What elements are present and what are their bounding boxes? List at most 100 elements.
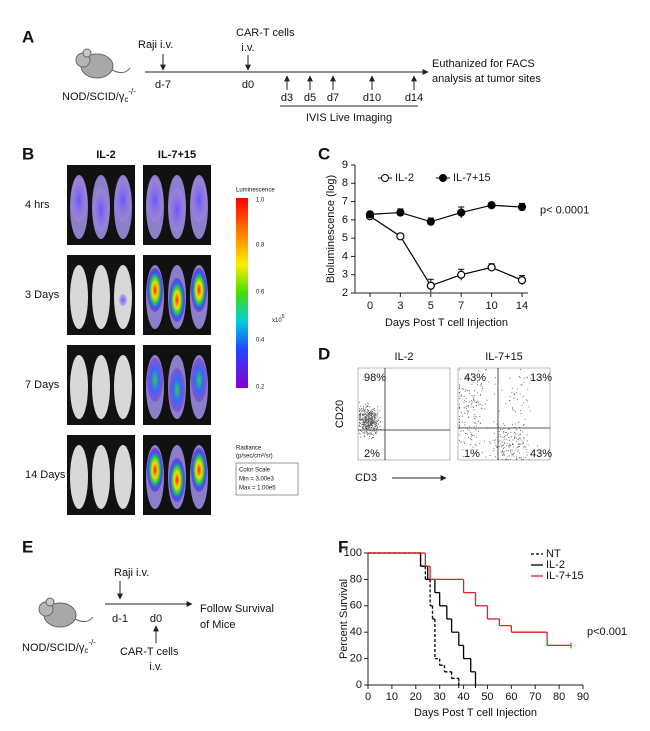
event-dot [376,423,378,425]
event-dot [459,378,461,380]
event-dot [371,421,373,423]
quadrant-label: 43% [464,372,486,384]
event-dot [373,414,375,416]
event-dot [362,427,364,429]
quadrant-label: 98% [364,372,386,384]
event-dot [359,424,361,426]
event-dot [367,415,369,417]
event-dot [503,453,505,454]
event-dot [503,444,505,446]
event-dot [506,456,508,458]
event-dot [372,420,374,422]
event-dot [462,449,464,451]
event-dot [368,425,370,427]
event-dot [366,413,367,415]
event-dot [363,407,365,409]
event-dot [372,408,374,410]
event-dot [366,422,368,424]
event-dot [472,396,474,398]
event-dot [373,427,374,429]
event-dot [367,411,369,413]
event-dot [371,419,373,421]
event-dot [484,440,485,442]
event-dot [367,425,369,427]
event-dot [367,415,369,417]
colorbar-tick: 0.8 [256,243,265,249]
event-dot [486,399,488,401]
event-dot [473,399,475,401]
event-dot [517,438,519,440]
event-dot [523,381,525,383]
event-dot [493,421,495,422]
event-dot [501,451,503,452]
event-dot [464,424,466,426]
x-tick-label: 90 [577,691,589,703]
colorbar-tick: 0.4 [256,338,265,344]
event-dot [509,458,511,460]
event-dot [522,442,524,444]
series-line [369,215,523,287]
event-dot [374,421,376,423]
ivis-image [143,165,211,245]
mouse-icon [38,597,94,628]
event-dot [508,428,510,430]
event-dot [499,436,501,437]
x-tick-label: 20 [410,691,422,703]
event-dot [369,432,371,434]
event-dot [476,405,477,407]
event-dot [526,451,528,453]
event-dot [507,450,509,452]
event-dot [503,447,505,448]
y-tick-label: 4 [342,250,348,262]
event-dot [361,410,363,412]
event-dot [468,436,469,438]
event-dot [360,433,362,435]
event-dot [365,427,367,429]
event-dot [509,443,511,445]
event-dot [367,409,368,410]
event-dot [363,424,365,426]
event-dot [363,412,365,414]
event-dot [479,416,481,418]
event-dot [510,432,512,434]
quadrant-label: 2% [364,448,380,460]
event-dot [501,459,503,460]
event-dot [364,431,366,433]
row-label: 7 Days [25,379,60,391]
event-dot [374,419,376,421]
event-dot [516,437,518,439]
event-dot [373,422,375,424]
event-dot [500,451,502,453]
event-dot [366,426,368,428]
event-dot [505,435,507,437]
event-dot [377,419,379,421]
event-dot [467,416,469,418]
event-dot [366,428,368,430]
x-tick-label: 30 [434,691,446,703]
event-dot [365,426,367,428]
x-axis-label: Days Post T cell Injection [414,707,537,719]
event-dot [363,420,365,422]
event-dot [369,436,371,437]
event-dot [510,444,512,446]
event-dot [374,417,375,419]
event-dot [471,439,473,441]
event-dot [519,369,521,370]
event-dot [460,412,462,414]
strain-label: NOD/SCID/γc-/- [62,87,136,104]
event-dot [513,393,515,395]
event-dot [471,435,473,437]
event-dot [524,419,526,420]
event-dot [474,414,476,415]
event-dot [499,433,501,435]
event-dot [379,417,381,418]
event-dot [364,424,366,425]
legend-label: IL-7+15 [453,172,491,184]
mouse-tail [74,616,94,623]
event-dot [504,454,506,456]
x-tick-label: 7 [458,300,464,312]
event-dot [468,405,470,406]
event-dot [363,424,365,426]
y-tick-label: 8 [342,177,348,189]
